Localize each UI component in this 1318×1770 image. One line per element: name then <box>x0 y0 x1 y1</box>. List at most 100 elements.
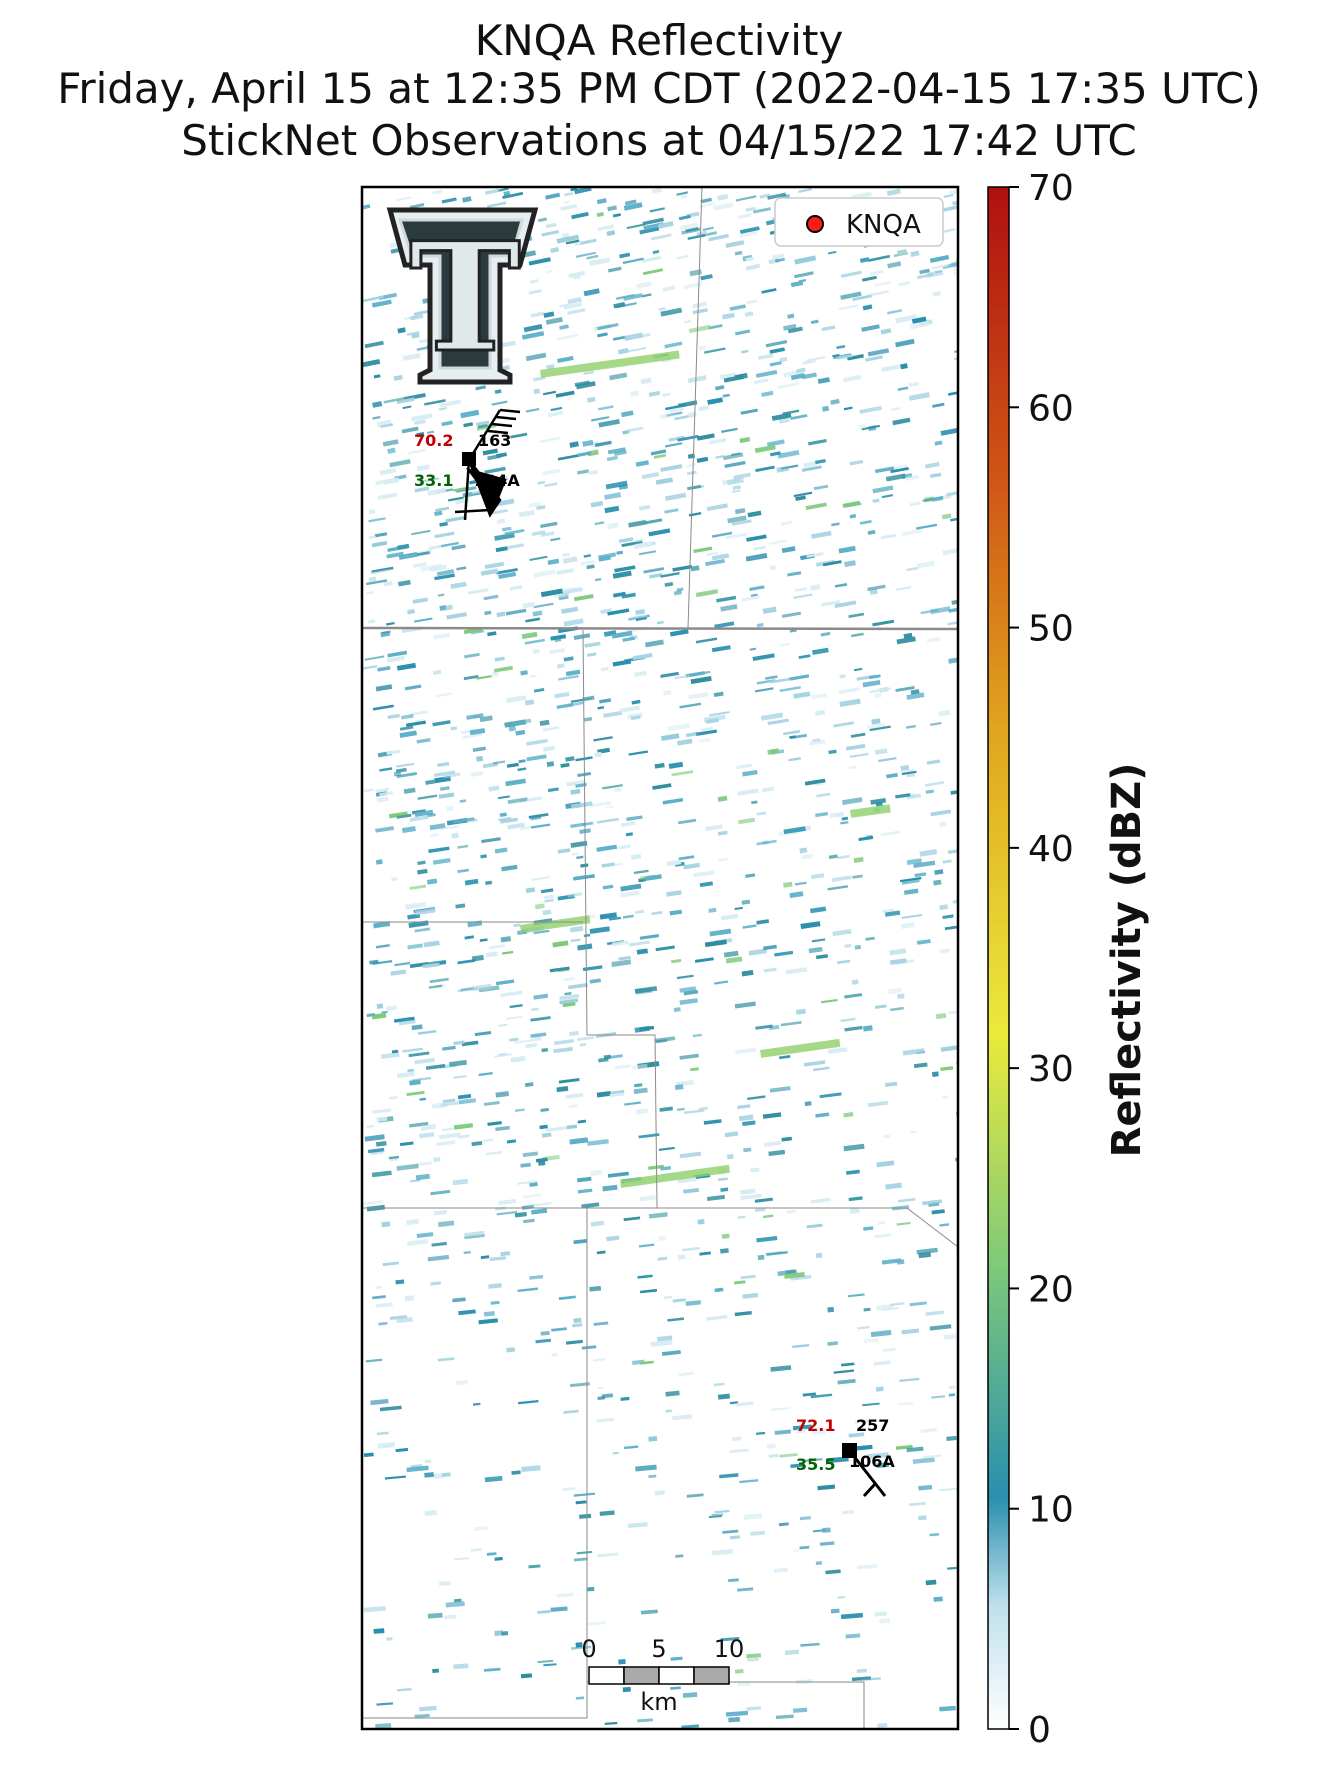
reflectivity-gate <box>658 1146 675 1151</box>
reflectivity-gate <box>529 1202 552 1207</box>
reflectivity-gate <box>369 959 379 965</box>
reflectivity-gate <box>853 667 863 672</box>
reflectivity-gate <box>665 403 687 411</box>
reflectivity-gate <box>925 1579 937 1586</box>
reflectivity-gate <box>864 1338 879 1344</box>
reflectivity-gate <box>368 576 377 583</box>
reflectivity-gate <box>594 521 605 526</box>
reflectivity-gate <box>650 1339 673 1347</box>
reflectivity-gate <box>397 543 410 550</box>
reflectivity-gate <box>914 872 927 878</box>
reflectivity-gate <box>485 1150 502 1156</box>
reflectivity-gate <box>613 591 626 598</box>
reflectivity-gate <box>683 319 692 324</box>
reflectivity-gate <box>408 1051 430 1058</box>
reflectivity-gate <box>439 399 462 408</box>
reflectivity-gate <box>364 1134 385 1142</box>
reflectivity-gate <box>660 307 683 317</box>
reflectivity-gate <box>517 1287 539 1292</box>
reflectivity-gate <box>671 770 694 777</box>
reflectivity-gate <box>612 570 632 579</box>
reflectivity-gate <box>939 1487 958 1492</box>
reflectivity-gate <box>416 551 430 557</box>
station-106a[interactable]: 72.1 257 35.5 106A <box>796 1416 895 1498</box>
reflectivity-gate <box>453 486 470 492</box>
reflectivity-gate <box>722 393 730 398</box>
reflectivity-gate <box>920 1428 937 1433</box>
reflectivity-gate <box>737 1587 754 1592</box>
reflectivity-gate <box>845 743 866 751</box>
reflectivity-gate <box>849 1207 860 1214</box>
reflectivity-gate <box>495 1125 510 1132</box>
reflectivity-gate <box>859 405 882 414</box>
reflectivity-gate <box>699 881 714 888</box>
reflectivity-gate <box>741 349 749 354</box>
reflectivity-gate <box>472 983 492 992</box>
reflectivity-gate <box>506 1347 515 1353</box>
reflectivity-gate <box>396 1071 415 1079</box>
reflectivity-gate <box>939 204 958 213</box>
reflectivity-gate <box>496 518 506 525</box>
reflectivity-gate <box>525 887 536 894</box>
reflectivity-gate <box>861 324 880 332</box>
reflectivity-gate <box>790 414 808 420</box>
reflectivity-gate <box>753 545 766 551</box>
reflectivity-gate <box>931 496 943 502</box>
reflectivity-gate <box>742 1292 759 1299</box>
reflectivity-gate <box>902 1048 925 1056</box>
reflectivity-gate <box>720 604 738 612</box>
reflectivity-gate <box>571 852 579 856</box>
reflectivity-gate <box>597 1386 604 1390</box>
reflectivity-gate <box>672 564 693 572</box>
reflectivity-gate <box>388 811 408 819</box>
reflectivity-gate <box>506 543 525 550</box>
reflectivity-gate <box>384 1475 407 1480</box>
reflectivity-gate <box>924 781 944 787</box>
reflectivity-gate <box>386 622 395 626</box>
reflectivity-gate <box>667 1317 685 1322</box>
map-panel[interactable]: T KNQA 70.2 163 33.1 1 <box>360 185 979 1731</box>
reflectivity-gate <box>680 193 688 200</box>
reflectivity-gate <box>386 1637 393 1641</box>
reflectivity-gate <box>685 731 699 738</box>
reflectivity-gate <box>677 434 699 442</box>
reflectivity-gate <box>430 833 439 837</box>
reflectivity-gate <box>453 1598 462 1603</box>
reflectivity-gate <box>920 608 939 615</box>
reflectivity-gate <box>786 1209 796 1214</box>
reflectivity-gate <box>634 1083 643 1088</box>
reflectivity-gate <box>801 372 817 380</box>
reflectivity-gate <box>559 993 580 1001</box>
reflectivity-gate <box>729 304 746 311</box>
reflectivity-gate <box>948 1010 958 1015</box>
reflectivity-gate <box>856 1668 867 1673</box>
reflectivity-gate <box>905 724 916 729</box>
reflectivity-gate <box>608 916 622 921</box>
reflectivity-gate <box>364 655 385 661</box>
reflectivity-gate <box>412 562 427 568</box>
reflectivity-gate <box>513 1039 531 1044</box>
reflectivity-gate <box>656 620 664 625</box>
reflectivity-gate <box>469 728 486 736</box>
reflectivity-gate <box>911 316 927 324</box>
reflectivity-core <box>619 1164 731 1188</box>
reflectivity-gate <box>792 1344 810 1348</box>
reflectivity-gate <box>890 467 909 474</box>
reflectivity-gate <box>793 491 813 498</box>
reflectivity-gate <box>614 1064 632 1070</box>
reflectivity-gate <box>624 1101 641 1106</box>
station-104a[interactable]: 70.2 163 33.1 104A <box>414 408 520 521</box>
reflectivity-gate <box>830 1608 840 1614</box>
reflectivity-gate <box>575 251 597 258</box>
reflectivity-gate <box>900 922 915 929</box>
reflectivity-gate <box>918 1484 933 1491</box>
reflectivity-gate <box>708 324 723 330</box>
reflectivity-gate <box>570 938 581 943</box>
reflectivity-gate <box>530 876 551 881</box>
reflectivity-gate <box>499 812 507 818</box>
reflectivity-gate <box>738 817 756 825</box>
reflectivity-gate <box>668 435 685 442</box>
reflectivity-gate <box>556 568 574 576</box>
reflectivity-gate <box>891 406 901 411</box>
